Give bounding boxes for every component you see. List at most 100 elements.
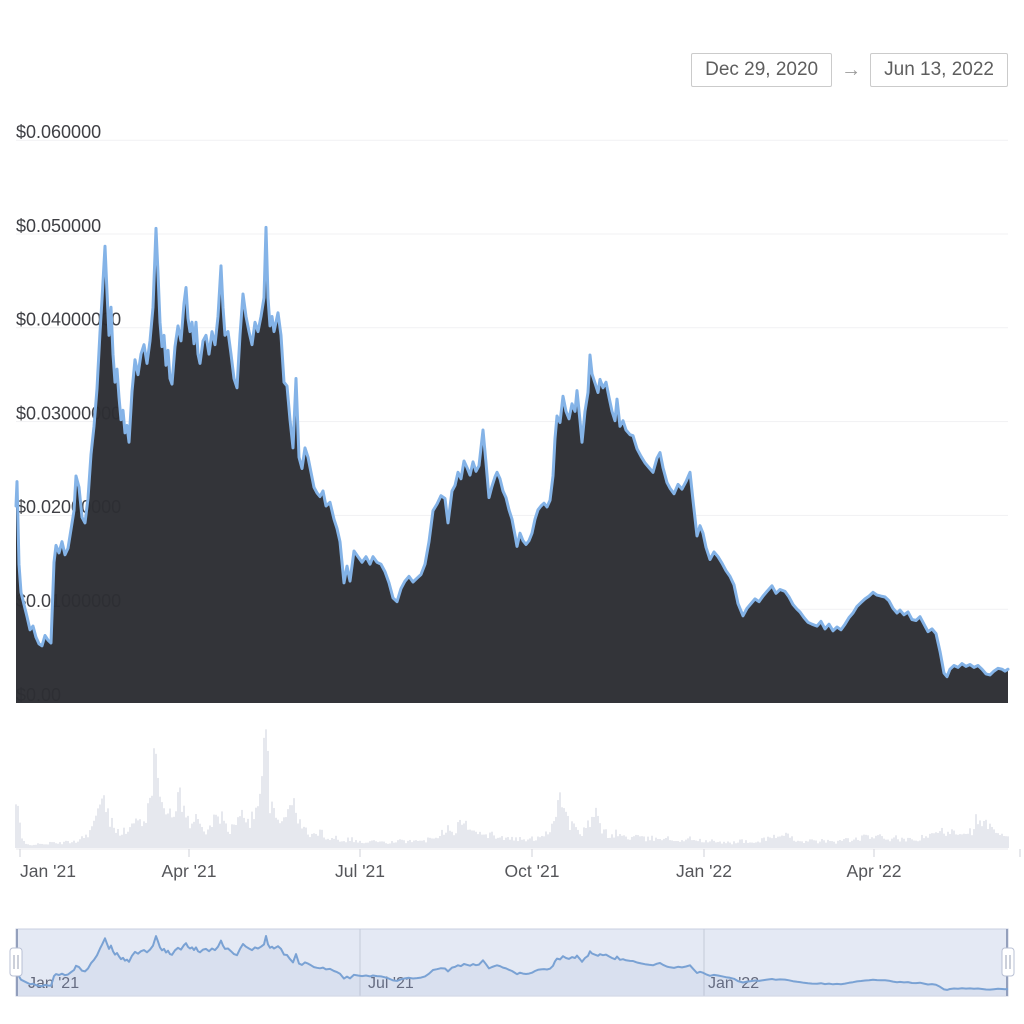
volume-bar	[191, 823, 193, 848]
volume-bar	[901, 837, 903, 848]
volume-bar	[913, 840, 915, 848]
volume-bar	[629, 839, 631, 848]
volume-bar	[303, 826, 305, 848]
volume-bar	[23, 840, 25, 848]
volume-bar	[489, 832, 491, 848]
volume-bar	[587, 820, 589, 848]
volume-bar	[691, 840, 693, 848]
volume-bar	[151, 795, 153, 848]
volume-bar	[195, 814, 197, 848]
volume-bar	[51, 842, 53, 848]
volume-bar	[883, 838, 885, 848]
price-line	[14, 225, 1010, 679]
volume-bar	[401, 839, 403, 848]
volume-bar	[727, 841, 729, 848]
volume-bar	[319, 829, 321, 848]
volume-bar	[39, 843, 41, 848]
volume-bar	[131, 823, 133, 848]
volume-bar	[391, 841, 393, 848]
volume-bar	[381, 841, 383, 848]
y-axis-label: $0.050000	[16, 216, 101, 236]
volume-bar	[673, 841, 675, 848]
date-end-input[interactable]: Jun 13, 2022	[870, 53, 1008, 87]
volume-bar	[647, 836, 649, 848]
volume-bar	[599, 823, 601, 848]
y-axis-label: $0.060000	[16, 122, 101, 142]
volume-bar	[687, 838, 689, 848]
volume-bar	[101, 798, 103, 848]
volume-bar	[797, 840, 799, 848]
volume-bar	[179, 787, 181, 848]
volume-bar	[945, 835, 947, 848]
volume-bar	[241, 809, 243, 848]
navigator-handle-left[interactable]	[9, 947, 23, 977]
volume-bar	[873, 838, 875, 848]
volume-bar	[821, 839, 823, 848]
volume-bar	[249, 827, 251, 848]
volume-bar	[975, 814, 977, 848]
volume-bar	[473, 830, 475, 848]
volume-bar	[785, 832, 787, 848]
volume-bar	[547, 834, 549, 848]
volume-bar	[507, 837, 509, 848]
volume-bar	[989, 823, 991, 848]
volume-bar	[205, 834, 207, 848]
volume-bar	[415, 840, 417, 848]
volume-bar	[555, 816, 557, 848]
volume-bar	[649, 840, 651, 848]
volume-bar	[563, 808, 565, 848]
volume-bar	[27, 844, 29, 848]
volume-bar	[97, 808, 99, 848]
volume-bar	[167, 813, 169, 848]
volume-bar	[803, 843, 805, 848]
volume-bar	[829, 841, 831, 848]
volume-bar	[613, 837, 615, 848]
volume-bar	[543, 836, 545, 848]
price-area-series[interactable]	[14, 225, 1010, 703]
volume-bar	[57, 843, 59, 848]
volume-bar	[309, 837, 311, 848]
volume-bar	[459, 819, 461, 848]
volume-bar	[123, 827, 125, 848]
volume-bar	[189, 828, 191, 848]
volume-bar	[985, 819, 987, 848]
navigator-handles[interactable]	[9, 947, 1015, 977]
volume-bar	[445, 832, 447, 848]
volume-bar	[977, 824, 979, 848]
volume-bar	[373, 840, 375, 848]
volume-bar	[17, 805, 19, 848]
volume-bar	[351, 837, 353, 848]
volume-bar	[439, 836, 441, 848]
volume-bar	[869, 838, 871, 848]
volume-bar	[63, 841, 65, 848]
volume-bar	[947, 831, 949, 848]
volume-bar	[113, 827, 115, 848]
volume-bar	[771, 838, 773, 848]
x-axis-label: Jan '22	[676, 861, 732, 881]
volume-bar	[207, 829, 209, 848]
volume-bar	[77, 841, 79, 848]
volume-bar	[185, 817, 187, 848]
volume-bar	[265, 729, 267, 848]
volume-bar	[59, 842, 61, 848]
volume-bar	[651, 835, 653, 848]
volume-bar	[61, 844, 63, 848]
volume-bar	[885, 839, 887, 848]
navigator-handle-right[interactable]	[1001, 947, 1015, 977]
volume-bar	[99, 804, 101, 848]
volume-bar	[955, 834, 957, 848]
volume-bar	[961, 834, 963, 848]
volume-bar	[125, 833, 127, 848]
volume-bar	[285, 817, 287, 848]
volume-bar	[95, 815, 97, 848]
date-start-input[interactable]: Dec 29, 2020	[691, 53, 833, 87]
volume-bar	[903, 838, 905, 848]
volume-bar	[847, 838, 849, 848]
volume-bar	[791, 836, 793, 848]
volume-bar	[737, 842, 739, 848]
volume-bar	[243, 817, 245, 848]
volume-bar	[905, 841, 907, 848]
